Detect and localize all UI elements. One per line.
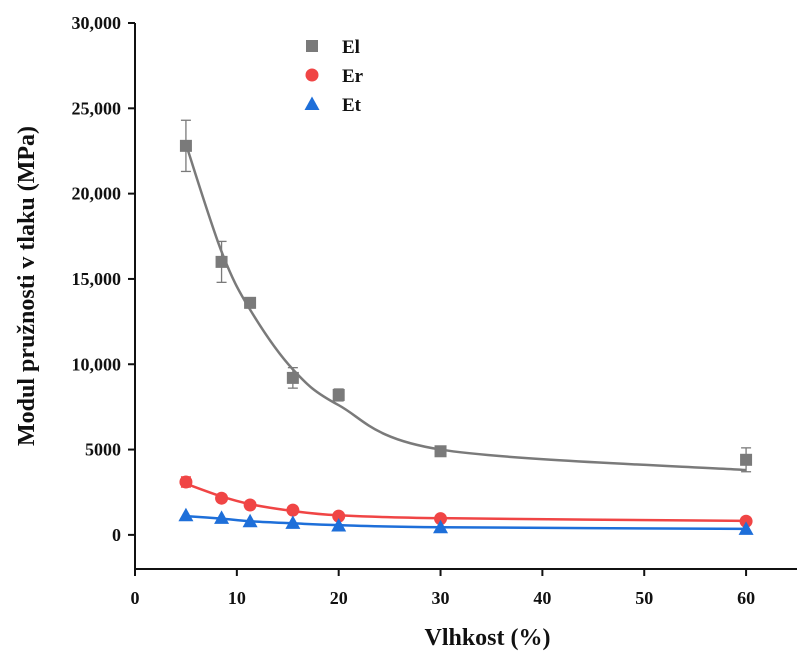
legend-marker-er: [305, 68, 319, 82]
data-point-er: [739, 514, 753, 528]
axes: 0 5000 10,000 15,000 20,000 25,000 30,000 0 10 20…: [72, 13, 797, 608]
data-point-er: [286, 503, 300, 517]
x-tick-label: 0: [131, 588, 140, 608]
x-tick-label: 10: [228, 588, 246, 608]
data-point-et: [285, 515, 301, 529]
data-point-er: [179, 475, 193, 489]
data-point-et: [433, 519, 449, 534]
data-point-et: [178, 507, 194, 522]
x-tick-label: 50: [635, 588, 653, 608]
legend-marker-et: [304, 96, 320, 110]
data-point-et: [242, 513, 258, 528]
x-axis-title: Vlhkost (%): [424, 625, 550, 651]
data-point-el: [286, 371, 299, 384]
x-tick-label: 60: [737, 588, 755, 608]
data-point-el: [332, 388, 345, 401]
data-point-el: [215, 255, 228, 268]
data-point-et: [331, 517, 347, 532]
legend: El Er Et: [304, 37, 364, 116]
x-tick-label: 40: [533, 588, 551, 608]
data-point-et: [214, 510, 230, 524]
y-tick-label: 15,000: [72, 269, 122, 289]
fit-line-er: [185, 482, 747, 523]
fit-line-el: [184, 143, 747, 472]
data-point-er: [243, 498, 257, 512]
data-point-el: [434, 445, 447, 458]
data-point-el: [179, 139, 192, 152]
y-tick-label: 20,000: [72, 184, 122, 204]
y-tick-label: 10,000: [72, 354, 122, 374]
legend-label-et: Et: [342, 95, 362, 116]
x-tick-label: 30: [432, 588, 450, 608]
data-point-el: [740, 453, 753, 466]
data-point-er: [434, 512, 448, 526]
fit-curves: [184, 143, 747, 531]
y-tick-label: 5000: [85, 440, 121, 460]
legend-label-el: El: [342, 37, 360, 58]
legend-label-er: Er: [342, 66, 364, 87]
x-tick-label: 20: [330, 588, 348, 608]
data-points: [178, 119, 754, 535]
y-axis-title: Modul pružnosti v tlaku (MPa): [14, 126, 40, 446]
data-point-el: [244, 296, 257, 309]
y-tick-label: 0: [112, 525, 121, 545]
data-point-er: [215, 491, 229, 505]
legend-marker-el: [306, 40, 318, 52]
y-tick-label: 30,000: [72, 13, 122, 33]
y-tick-label: 25,000: [72, 98, 122, 118]
data-point-er: [332, 509, 346, 523]
data-point-et: [738, 521, 754, 535]
